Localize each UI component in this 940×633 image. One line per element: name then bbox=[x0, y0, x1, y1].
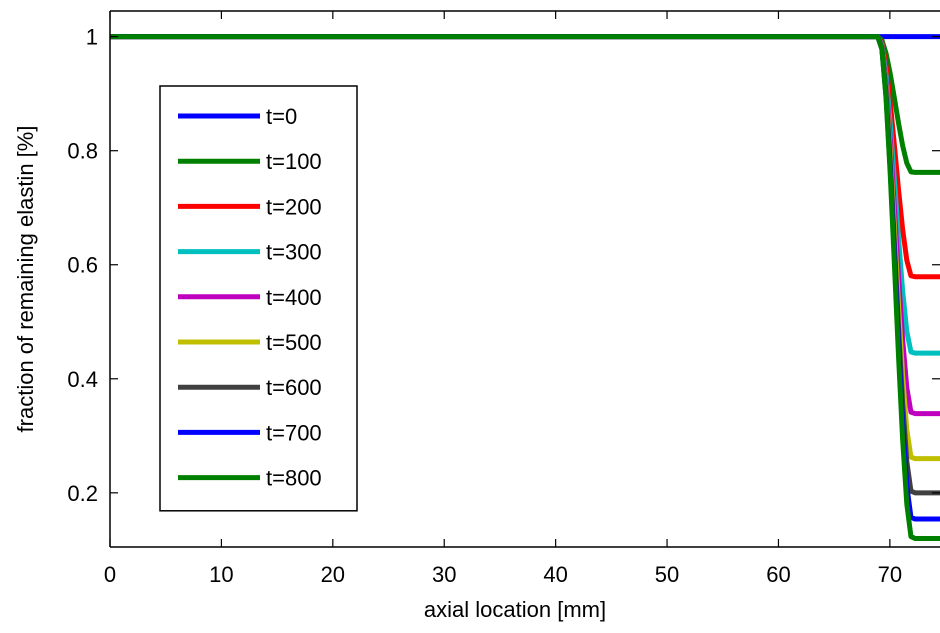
legend-label: t=600 bbox=[266, 375, 322, 400]
x-tick-label: 50 bbox=[655, 562, 679, 587]
x-axis-label: axial location [mm] bbox=[424, 597, 606, 622]
x-tick-label: 40 bbox=[543, 562, 567, 587]
legend-label: t=700 bbox=[266, 420, 322, 445]
x-tick-label: 10 bbox=[209, 562, 233, 587]
legend-label: t=200 bbox=[266, 194, 322, 219]
x-tick-label: 30 bbox=[432, 562, 456, 587]
legend: t=0 t=100 t=200 t=300 t=400 t=500 t=600 t=700 t=… bbox=[159, 85, 358, 512]
y-tick-label: 0.4 bbox=[67, 367, 98, 392]
legend-label: t=100 bbox=[266, 149, 322, 174]
series-line-8 bbox=[110, 34, 940, 541]
x-tick-label: 20 bbox=[321, 562, 345, 587]
legend-label: t=500 bbox=[266, 330, 322, 355]
y-tick-label: 0.6 bbox=[67, 253, 98, 278]
y-tick-label: 0.8 bbox=[67, 139, 98, 164]
y-axis-label: fraction of remaining elastin [%] bbox=[13, 126, 38, 433]
x-tick-label: 60 bbox=[766, 562, 790, 587]
legend-label: t=0 bbox=[266, 104, 297, 129]
series-layer bbox=[110, 34, 940, 541]
axes-layer: 0 10 20 30 40 50 60 70 0.2 0.4 0.6 0.8 1 bbox=[67, 10, 940, 587]
legend-label: t=400 bbox=[266, 285, 322, 310]
legend-label: t=800 bbox=[266, 466, 322, 491]
y-tick-label: 1 bbox=[86, 25, 98, 50]
x-tick-label: 70 bbox=[878, 562, 902, 587]
x-tick-label: 0 bbox=[104, 562, 116, 587]
y-tick-label: 0.2 bbox=[67, 481, 98, 506]
legend-label: t=300 bbox=[266, 240, 322, 265]
